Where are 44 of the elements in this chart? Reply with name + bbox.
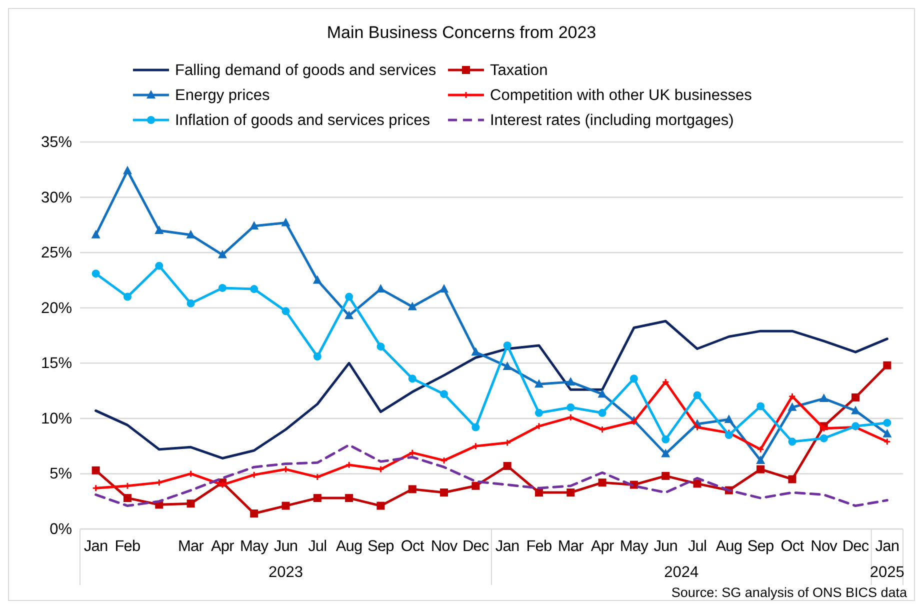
legend-label: Energy prices [175,87,270,104]
y-tick-label: 5% [50,466,72,483]
y-tick-label: 10% [40,410,72,428]
x-tick-label: Nov [430,538,458,555]
x-tick-label: May [240,538,269,555]
x-tick-label: Jun [274,538,298,555]
text: 2024 [664,564,700,581]
x-tick-label: Jul [308,538,327,555]
x-tick-label: Mar [558,538,584,555]
chart-title: Main Business Concerns from 2023 [326,23,596,42]
legend-label: Falling demand of goods and services [175,62,436,79]
x-tick-label: Aug [716,538,742,555]
y-tick-label: 20% [40,300,72,317]
x-tick-label: Feb [114,538,140,555]
x-tick-label: Mar [178,538,204,555]
y-tick-label: 35% [40,134,72,151]
legend-label: Competition with other UK businesses [490,87,752,104]
text: 2023 [268,564,303,581]
y-tick-label: 0% [50,521,72,538]
x-tick-label: Apr [210,538,234,555]
x-tick-label: Dec [462,538,490,555]
x-tick-label: Jul [688,538,707,555]
x-tick-label: May [620,538,649,555]
x-tick-label: Jun [654,538,678,555]
text: 2025 [870,564,904,581]
x-tick-label: Aug [336,538,362,555]
y-tick-label: 25% [40,244,72,262]
legend-label: Taxation [490,62,548,79]
y-tick-label: 30% [40,189,72,206]
x-tick-label: Jan [875,538,900,555]
x-tick-label: Jan [495,538,520,555]
legend-label: Inflation of goods and services prices [175,112,430,129]
x-tick-label: Jan [84,538,108,555]
legend-label: Interest rates (including mortgages) [490,112,734,129]
x-tick-label: Oct [780,538,805,555]
x-tick-label: Dec [842,538,870,555]
y-tick-label: 15% [40,355,72,372]
x-tick-label: Sep [747,538,774,555]
x-tick-label: Feb [526,538,552,555]
x-tick-label: Apr [590,538,614,555]
source-note: Source: SG analysis of ONS BICS data [671,585,908,600]
x-tick-label: Sep [368,538,394,555]
x-tick-label: Oct [400,538,425,555]
x-tick-label: Nov [810,538,838,555]
